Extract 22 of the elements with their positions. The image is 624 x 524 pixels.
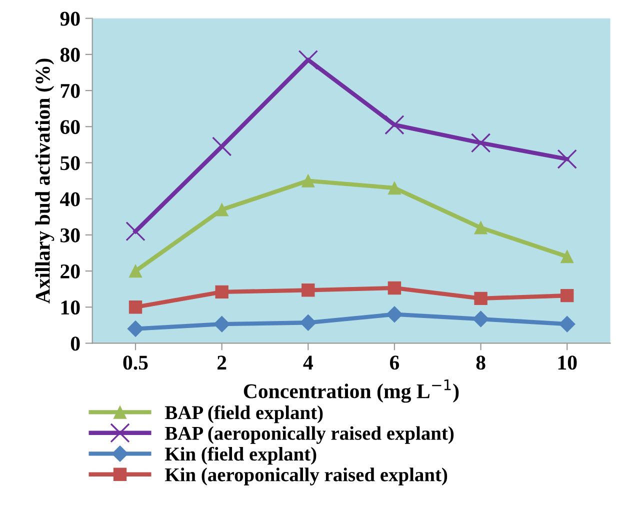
- x-tick-label: 8: [476, 356, 486, 370]
- y-tick-label: 20: [60, 264, 80, 278]
- x-tick-label: 2: [218, 356, 226, 370]
- x-axis-title: Concentration (mg L$^{−1}$): [244, 379, 459, 403]
- legend-label: Kin (field explant): [165, 446, 316, 465]
- y-tick-label: 90: [60, 12, 80, 26]
- y-tick-label: 60: [60, 120, 80, 134]
- y-tick-label: 10: [61, 300, 80, 315]
- legend-label: Kin (aeroponically raised explant): [165, 468, 448, 486]
- legend-label: BAP (field explant): [165, 405, 323, 424]
- y-tick-label: 40: [60, 192, 80, 206]
- y-tick-label: 0: [70, 336, 80, 351]
- x-tick-label: 0.5: [123, 356, 148, 370]
- y-tick-label: 50: [60, 156, 80, 170]
- x-tick-label: 6: [390, 356, 400, 370]
- y-tick-label: 30: [60, 228, 80, 242]
- y-tick-label: 80: [60, 48, 80, 62]
- legend-label: BAP (aeroponically raised explant): [165, 426, 454, 444]
- x-tick-label: 4: [303, 356, 313, 370]
- y-axis-title: Axillary bud activation (%): [35, 58, 54, 304]
- y-tick-label: 70: [60, 84, 80, 98]
- x-tick-label: 10: [558, 356, 577, 370]
